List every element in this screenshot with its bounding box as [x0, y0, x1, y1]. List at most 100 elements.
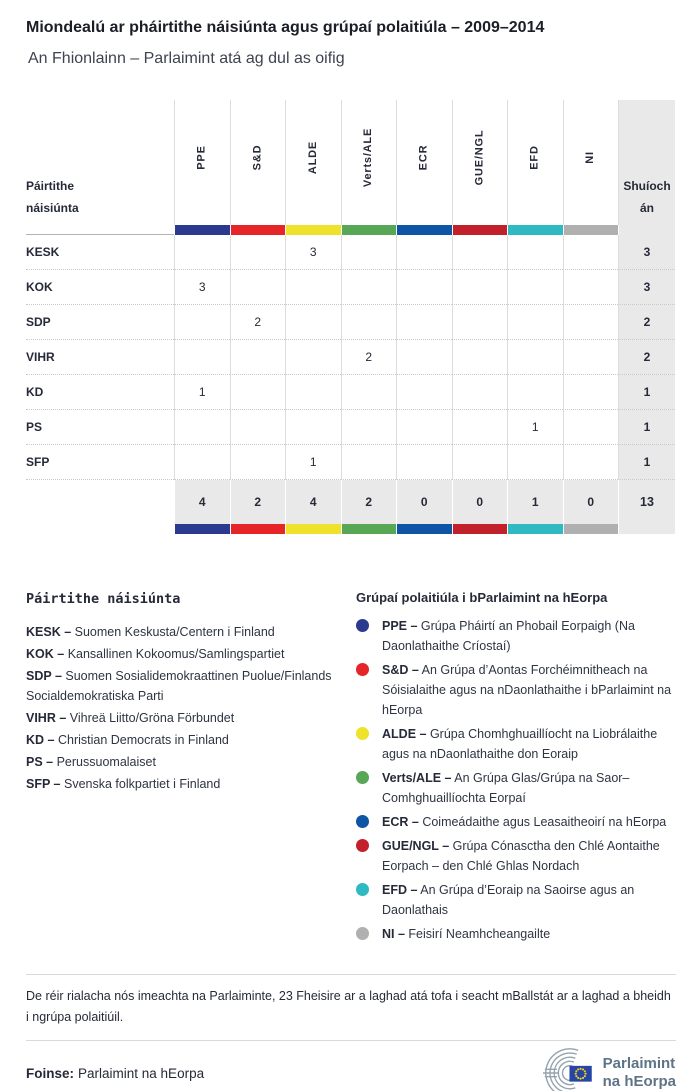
- seat-cell: 2: [229, 305, 285, 340]
- seats-column-bg: [618, 524, 675, 534]
- hemicycle-icon: [542, 1048, 592, 1091]
- group-color-dot: [356, 663, 369, 676]
- seat-cell: [562, 445, 618, 480]
- group-legend-item: GUE/NGL – Grúpa Cónasctha den Chlé Aonta…: [356, 836, 676, 876]
- seat-cell: 1: [285, 445, 341, 480]
- party-legend-item: KESK – Suomen Keskusta/Centern i Finland: [26, 625, 275, 639]
- group-legend-text: Verts/ALE – An Grúpa Glas/Grúpa na Saor–…: [382, 771, 630, 805]
- party-legend-item: VIHR – Vihreä Liitto/Gröna Förbundet: [26, 711, 235, 725]
- divider-line: [26, 974, 676, 975]
- seat-cell: [396, 305, 452, 340]
- group-legend-text: EFD – An Grúpa d’Eoraip na Saoirse agus …: [382, 883, 635, 917]
- party-label: KD: [26, 375, 174, 410]
- source-value: Parlaimint na hEorpa: [78, 1065, 205, 1081]
- footnote-text: De réir rialacha nós imeachta na Parlaim…: [26, 989, 671, 1024]
- group-color-bar-ecr: [396, 225, 452, 235]
- group-color-bar-efd: [507, 225, 563, 235]
- group-total: 0: [451, 480, 507, 524]
- divider-line: [26, 1040, 676, 1041]
- group-color-bar-sd: [229, 524, 285, 534]
- group-color-dot: [356, 771, 369, 784]
- seat-cell: [229, 375, 285, 410]
- row-seats-total: 1: [618, 410, 675, 445]
- page-subtitle: An Fhionlainn – Parlaimint atá ag dul as…: [28, 50, 345, 67]
- group-color-bar-ppe: [174, 225, 230, 235]
- seat-cell: [174, 410, 230, 445]
- ep-logo-wordmark: Parlaimint na hEorpa: [602, 1055, 676, 1090]
- seat-cell: [174, 235, 230, 270]
- legend-section: Páirtithe náisiúnta KESK – Suomen Keskus…: [26, 590, 676, 948]
- page-title: Miondealú ar pháirtithe náisiúnta agus g…: [26, 19, 545, 36]
- group-color-bar-verts-ale: [340, 524, 396, 534]
- group-color-bar-ni: [562, 524, 618, 534]
- group-legend-text: S&D – An Grúpa d’Aontas Forchéimnitheach…: [382, 663, 672, 717]
- row-header-label: Páirtithe náisiúnta: [26, 179, 79, 215]
- seats-table: Páirtithe náisiúnta PPE S&D ALDE Verts/A…: [26, 100, 675, 534]
- seat-cell: [340, 270, 396, 305]
- national-parties-legend: Páirtithe náisiúnta KESK – Suomen Keskus…: [26, 590, 356, 948]
- seat-cell: [507, 375, 563, 410]
- seat-cell: [451, 305, 507, 340]
- party-label: VIHR: [26, 340, 174, 375]
- row-seats-total: 1: [618, 375, 675, 410]
- seat-cell: [396, 270, 452, 305]
- column-header-verts-ale: Verts/ALE: [340, 100, 397, 225]
- party-legend-item: KOK – Kansallinen Kokoomus/Samlingsparti…: [26, 647, 285, 661]
- group-legend-item: NI – Feisirí Neamhcheangailte: [356, 924, 676, 944]
- group-total: 2: [340, 480, 396, 524]
- seat-cell: [285, 305, 341, 340]
- group-legend-text: NI – Feisirí Neamhcheangailte: [382, 927, 551, 941]
- totals-row-spacer: [26, 480, 174, 524]
- group-color-dot: [356, 883, 369, 896]
- party-label: KESK: [26, 235, 174, 270]
- ep-logo: Parlaimint na hEorpa: [541, 1047, 676, 1091]
- group-color-bar-ppe: [174, 524, 230, 534]
- seat-cell: [507, 445, 563, 480]
- group-color-dot: [356, 727, 369, 740]
- group-color-bar-alde: [285, 524, 341, 534]
- source-line: Foinse: Parlaimint na hEorpa: [26, 1066, 204, 1081]
- column-header-alde: ALDE: [285, 100, 341, 225]
- seats-column-bg: [618, 225, 675, 235]
- column-header-seats: Shuíochán: [618, 100, 675, 225]
- seat-cell: [451, 340, 507, 375]
- seat-cell: [396, 340, 452, 375]
- group-color-bar-gue-ngl: [451, 524, 507, 534]
- party-legend-item: PS – Perussuomalaiset: [26, 755, 156, 769]
- seat-cell: [340, 375, 396, 410]
- political-groups-legend: Grúpaí polaitiúla i bParlaimint na hEorp…: [356, 590, 676, 948]
- seat-cell: [451, 235, 507, 270]
- seat-cell: [507, 340, 563, 375]
- group-legend-item: ALDE – Grúpa Chomhghuaillíocht na Liobrá…: [356, 724, 676, 764]
- group-color-dot: [356, 619, 369, 632]
- group-legend-item: EFD – An Grúpa d’Eoraip na Saoirse agus …: [356, 880, 676, 920]
- seat-cell: [285, 375, 341, 410]
- column-header-ecr: ECR: [396, 100, 452, 225]
- seat-cell: [396, 445, 452, 480]
- party-legend-item: KD – Christian Democrats in Finland: [26, 733, 229, 747]
- seat-cell: [229, 445, 285, 480]
- row-seats-total: 3: [618, 235, 675, 270]
- party-label: PS: [26, 410, 174, 445]
- party-legend-item: SFP – Svenska folkpartiet i Finland: [26, 777, 221, 791]
- column-header-ni: NI: [562, 100, 619, 225]
- group-color-bar-gue-ngl: [451, 225, 507, 235]
- seat-cell: [285, 410, 341, 445]
- political-groups-heading: Grúpaí polaitiúla i bParlaimint na hEorp…: [356, 590, 608, 605]
- header-underline: [26, 225, 174, 235]
- group-legend-item: S&D – An Grúpa d’Aontas Forchéimnitheach…: [356, 660, 676, 720]
- seat-cell: 3: [285, 235, 341, 270]
- seat-cell: [174, 445, 230, 480]
- grand-total-seats: 13: [618, 480, 675, 524]
- group-color-bar-ecr: [396, 524, 452, 534]
- seat-cell: [562, 410, 618, 445]
- group-total: 1: [507, 480, 563, 524]
- seat-cell: [340, 410, 396, 445]
- group-legend-text: GUE/NGL – Grúpa Cónasctha den Chlé Aonta…: [382, 839, 660, 873]
- seat-cell: [451, 270, 507, 305]
- row-seats-total: 3: [618, 270, 675, 305]
- seat-cell: [229, 410, 285, 445]
- seat-cell: [562, 305, 618, 340]
- seat-cell: 2: [340, 340, 396, 375]
